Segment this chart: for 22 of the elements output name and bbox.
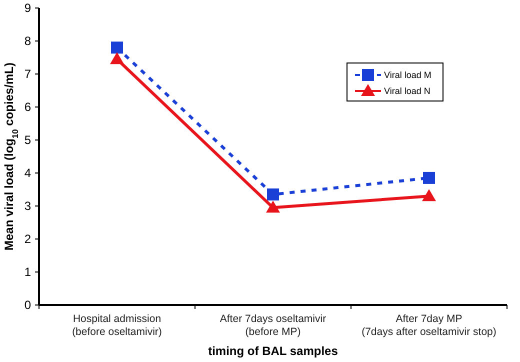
y-tick-label: 7 — [24, 67, 32, 82]
y-tick-label: 3 — [24, 199, 32, 214]
point — [111, 42, 123, 54]
point — [110, 52, 124, 64]
y-tick-label: 5 — [24, 133, 32, 148]
legend-label: Viral load N — [384, 86, 430, 96]
y-tick-label: 4 — [24, 166, 32, 180]
y-tick-label: 8 — [24, 34, 32, 48]
y-tick-label: 2 — [24, 232, 32, 246]
x-tick-label: Hospital admission (before oseltamivir) — [72, 313, 162, 338]
point — [422, 189, 436, 202]
x-tick-label: After 7days oseltamivir (before MP) — [220, 313, 327, 338]
y-tick-label: 1 — [24, 265, 32, 280]
x-tick-label: After 7day MP (7days after oseltamivir stop) — [362, 313, 496, 338]
y-tick-label: 6 — [24, 100, 32, 114]
legend-label: Viral load M — [384, 70, 432, 80]
point — [423, 172, 435, 184]
y-tick-label: 0 — [24, 298, 32, 312]
x-axis-title: timing of BAL samples — [208, 344, 338, 358]
y-tick-label: 9 — [24, 1, 32, 16]
point — [267, 188, 279, 200]
point — [266, 200, 280, 213]
